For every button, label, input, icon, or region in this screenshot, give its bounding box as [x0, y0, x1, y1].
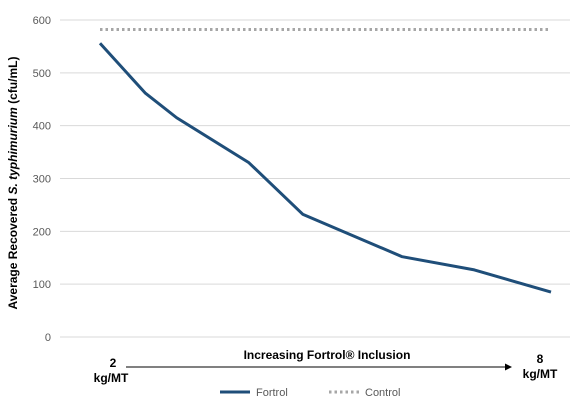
x-end-label-unit: kg/MT — [523, 367, 558, 381]
x-start-label-value: 2 — [110, 356, 117, 370]
y-tick-label: 300 — [33, 174, 51, 186]
y-tick-label: 400 — [33, 121, 51, 133]
legend-control-label: Control — [365, 387, 400, 399]
y-tick-label: 600 — [33, 15, 51, 27]
x-axis-title: Increasing Fortrol® Inclusion — [244, 348, 411, 362]
y-tick-label: 200 — [33, 226, 51, 238]
series-layer — [98, 28, 552, 294]
gridlines — [60, 19, 570, 338]
y-tick-label: 500 — [33, 68, 51, 80]
series-line-fortrol — [98, 42, 552, 294]
y-tick-label: 0 — [45, 332, 51, 344]
y-tick-label: 100 — [33, 279, 51, 291]
y-axis-ticks: 0 100 200 300 400 500 600 — [33, 15, 51, 344]
x-start-label-unit: kg/MT — [94, 371, 129, 385]
arrow-head — [505, 363, 512, 371]
y-axis-title: Average Recovered S. typhimurium (cfu/mL… — [6, 57, 20, 310]
legend-fortrol-label: Fortrol — [256, 387, 288, 399]
x-end-label-value: 8 — [537, 352, 544, 366]
legend: Fortrol Control — [220, 387, 400, 399]
